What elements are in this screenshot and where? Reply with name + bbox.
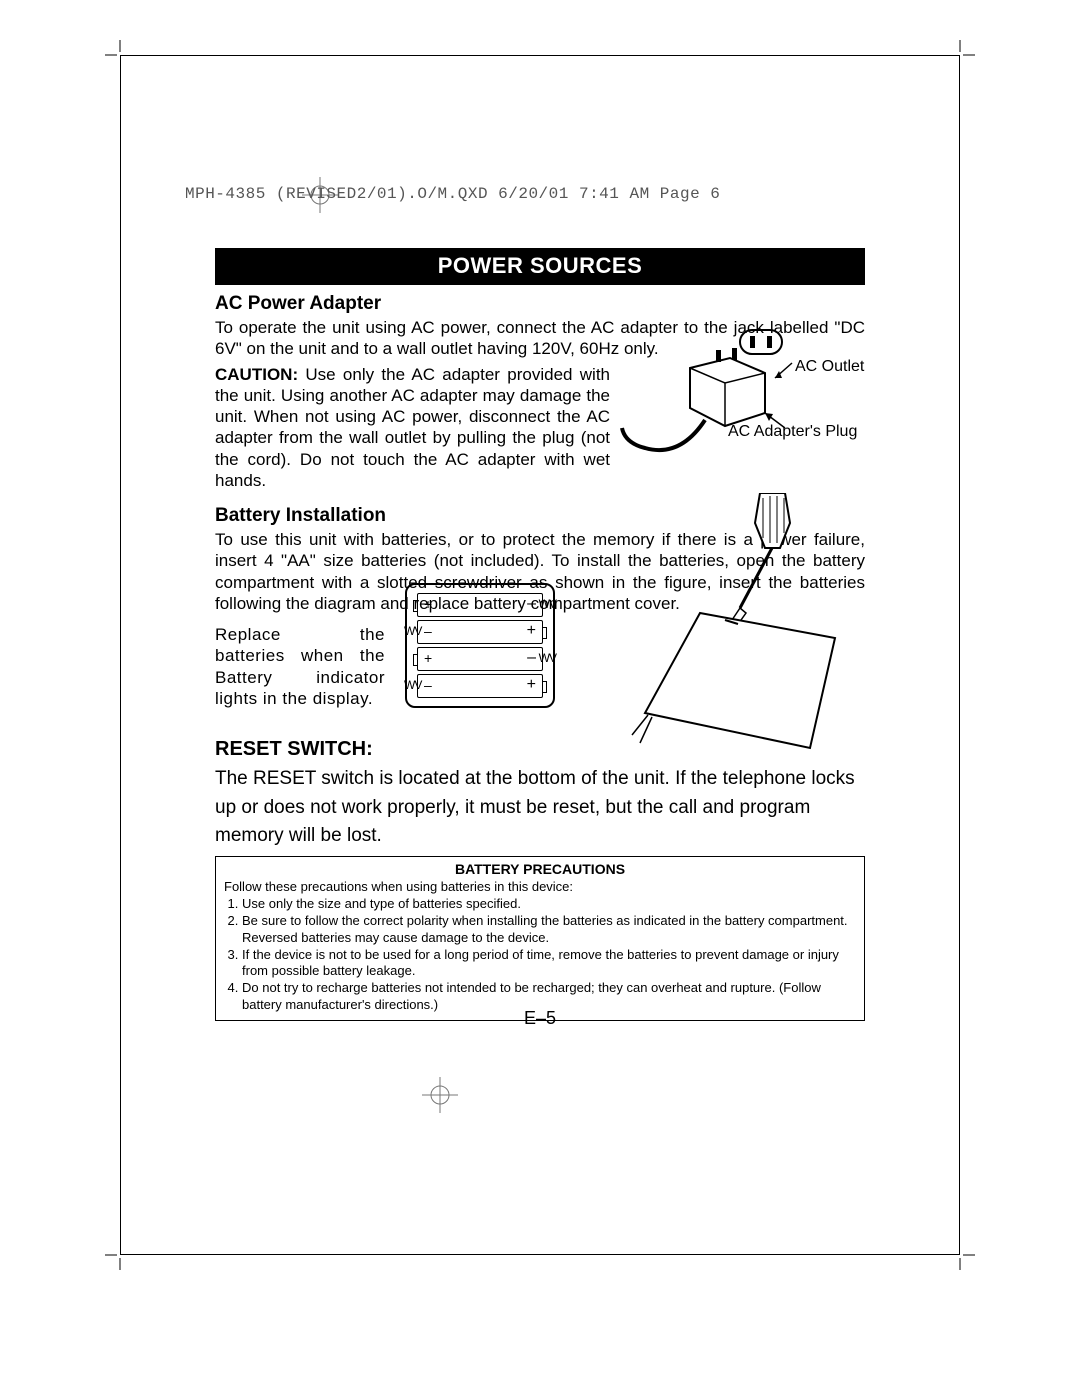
section-banner: POWER SOURCES <box>215 248 865 285</box>
precautions-list: Use only the size and type of batteries … <box>224 896 856 1013</box>
registration-mark-bottom <box>420 1075 460 1115</box>
print-header: MPH-4385 (REVISED2/01).O/M.QXD 6/20/01 7… <box>185 185 720 203</box>
page-number: E–5 <box>215 1008 865 1029</box>
figure-ac-adapter: AC Outlet AC Adapter's Plug <box>620 328 870 458</box>
battery-slot: +–WV <box>417 593 543 617</box>
ac-para-caution: CAUTION: Use only the AC adapter provide… <box>215 364 610 492</box>
battery-slot: WV–+ <box>417 674 543 698</box>
section-reset: RESET SWITCH: The RESET switch is locate… <box>215 738 865 851</box>
precaution-item: Use only the size and type of batteries … <box>242 896 856 912</box>
precautions-intro: Follow these precautions when using batt… <box>224 879 856 894</box>
precaution-item: Be sure to follow the correct polarity w… <box>242 913 856 946</box>
precaution-item: If the device is not to be used for a lo… <box>242 947 856 980</box>
precautions-title: BATTERY PRECAUTIONS <box>224 861 856 877</box>
figure-screwdriver <box>580 493 880 743</box>
battery-slot: WV–+ <box>417 620 543 644</box>
page-content: POWER SOURCES AC Power Adapter To operat… <box>215 248 865 713</box>
label-ac-plug: AC Adapter's Plug <box>728 423 888 441</box>
battery-slot: +–WV <box>417 647 543 671</box>
heading-reset: RESET SWITCH: <box>215 738 865 761</box>
reset-text: The RESET switch is located at the botto… <box>215 765 865 851</box>
label-ac-outlet: AC Outlet <box>795 358 864 376</box>
battery-para-2: Replace the batteries when the Battery i… <box>215 624 385 709</box>
battery-precautions-box: BATTERY PRECAUTIONS Follow these precaut… <box>215 856 865 1021</box>
caution-label: CAUTION: <box>215 365 298 384</box>
heading-ac-adapter: AC Power Adapter <box>215 293 865 315</box>
figure-battery-compartment: +–WV WV–+ +–WV WV–+ <box>405 583 560 713</box>
